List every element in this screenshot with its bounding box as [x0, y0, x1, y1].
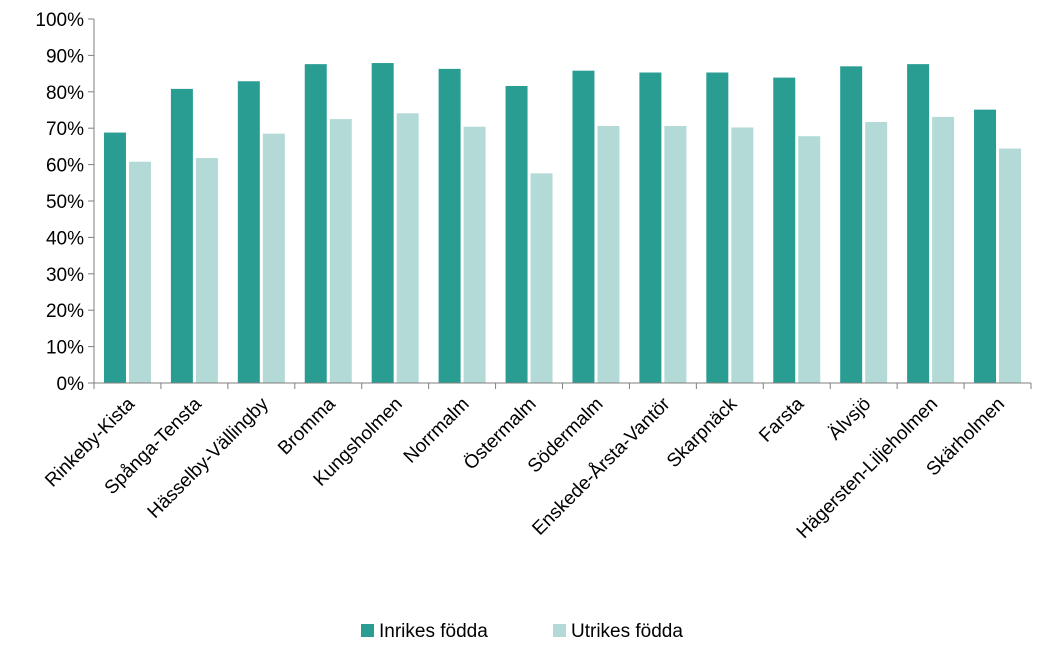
x-category-label: Skarpnäck — [663, 393, 742, 472]
x-category-label: Bromma — [274, 393, 340, 459]
bar-inrikes — [103, 132, 126, 383]
bar-utrikes — [664, 126, 687, 384]
y-tick-label: 0% — [57, 374, 85, 395]
bar-inrikes — [170, 88, 193, 383]
x-axis: Rinkeby-KistaSpånga-TenstaHässelby-Välli… — [41, 382, 1032, 543]
bar-utrikes — [932, 116, 955, 383]
bar-inrikes — [974, 109, 997, 384]
y-tick-label: 60% — [46, 156, 84, 177]
x-category-label: Hässelby-Vällingby — [144, 393, 273, 522]
x-category-label: Farsta — [755, 393, 808, 446]
bar-utrikes — [865, 122, 888, 384]
legend-swatch — [553, 624, 566, 637]
bar-utrikes — [262, 133, 285, 383]
bar-inrikes — [438, 68, 461, 384]
bar-utrikes — [329, 119, 352, 383]
bar-inrikes — [304, 64, 327, 384]
bar-inrikes — [572, 70, 595, 384]
y-tick-label: 50% — [46, 192, 84, 213]
bar-utrikes — [798, 136, 821, 383]
bar-inrikes — [371, 63, 394, 383]
y-tick-label: 90% — [46, 46, 84, 67]
legend: Inrikes födda Utrikes födda — [361, 621, 683, 642]
bar-utrikes — [463, 126, 486, 383]
bar-utrikes — [999, 148, 1022, 383]
y-axis: 0% 10% 20% 30% 40% 50% 60% 70% 80% 90% 100% — [35, 10, 95, 395]
legend-label: Inrikes födda — [379, 621, 488, 642]
x-category-label: Älvsjö — [825, 394, 876, 445]
bar-inrikes — [505, 85, 528, 383]
bar-inrikes — [773, 77, 796, 383]
y-tick-label: 10% — [46, 338, 84, 359]
bar-inrikes — [706, 72, 729, 384]
bar-utrikes — [195, 158, 218, 383]
bar-utrikes — [530, 173, 553, 383]
y-tick-label: 100% — [35, 10, 84, 31]
bar-inrikes — [907, 64, 930, 384]
bar-utrikes — [731, 127, 754, 383]
bar-utrikes — [396, 113, 419, 383]
x-category-label: Enskede-Årsta-Vantör — [528, 393, 675, 540]
y-tick-label: 20% — [46, 301, 84, 322]
bar-inrikes — [639, 72, 662, 384]
y-tick-label: 30% — [46, 265, 84, 286]
legend-label: Utrikes födda — [571, 621, 683, 642]
bar-inrikes — [237, 81, 260, 383]
bar-inrikes — [840, 66, 863, 383]
legend-swatch — [361, 624, 374, 637]
bars — [103, 63, 1022, 384]
bar-utrikes — [597, 126, 620, 384]
y-tick-label: 70% — [46, 119, 84, 140]
y-tick-label: 80% — [46, 83, 84, 104]
y-tick-label: 40% — [46, 228, 84, 249]
bar-utrikes — [128, 161, 151, 383]
